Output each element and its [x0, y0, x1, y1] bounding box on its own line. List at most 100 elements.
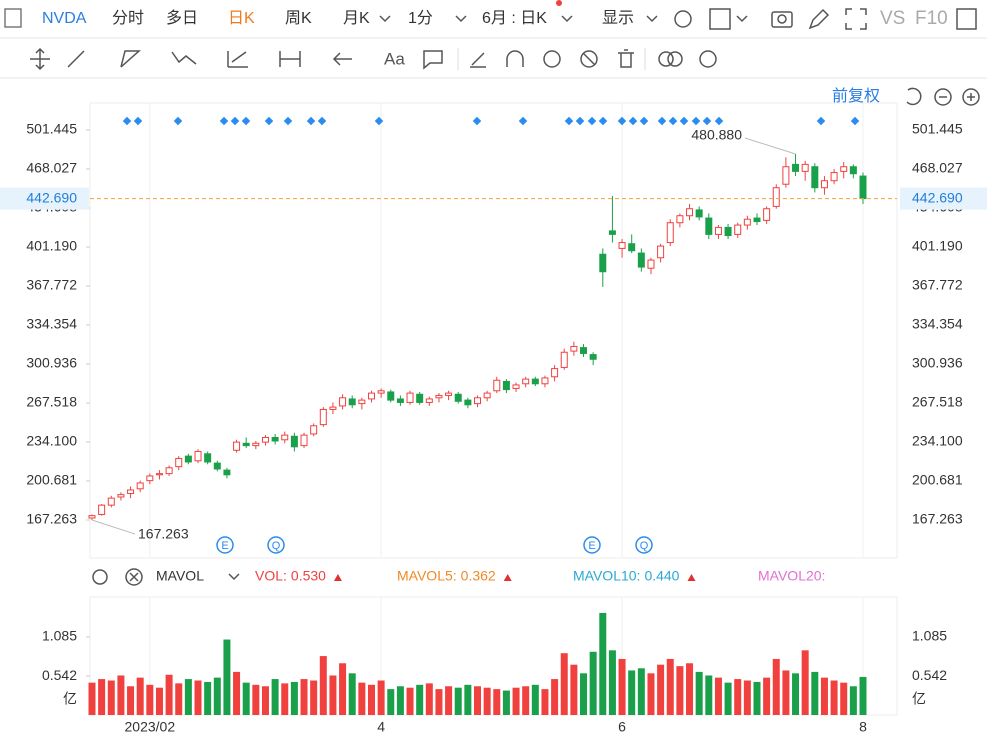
pencil-icon[interactable] — [808, 8, 830, 30]
symbol[interactable]: NVDA — [42, 10, 87, 27]
event-diamond[interactable] — [639, 116, 649, 126]
wave-tool[interactable] — [171, 51, 197, 65]
event-diamond[interactable] — [518, 116, 528, 126]
link-tool[interactable] — [658, 51, 674, 67]
event-diamond[interactable] — [702, 116, 712, 126]
y-tick-label-right: 167.263 — [912, 511, 963, 527]
sidebar-toggle[interactable] — [4, 8, 22, 28]
event-diamond[interactable] — [714, 116, 724, 126]
reset-icon[interactable] — [906, 87, 922, 106]
lock-tool[interactable] — [543, 50, 561, 68]
shape-tool[interactable] — [120, 50, 141, 68]
price-badge — [0, 187, 89, 210]
event-diamond[interactable] — [241, 116, 251, 126]
hide-tool[interactable] — [580, 50, 598, 68]
volume-bar — [705, 675, 713, 715]
current-price-label: 442.690 — [26, 189, 77, 205]
ruler-tool[interactable] — [470, 52, 486, 68]
candle-body — [204, 453, 212, 463]
volume-bar — [637, 668, 645, 715]
earnings-marker[interactable] — [583, 536, 601, 554]
f10[interactable]: F10 — [915, 8, 948, 29]
indicator-name[interactable]: MAVOL — [156, 568, 204, 584]
indicator-settings[interactable] — [92, 569, 108, 585]
event-diamond[interactable] — [657, 116, 667, 126]
arrow-tool[interactable] — [332, 52, 352, 66]
compare[interactable]: VS — [880, 8, 905, 29]
candle-body — [165, 467, 173, 475]
tab[interactable]: 分时 — [112, 9, 144, 27]
legend-name: VOL: — [255, 568, 287, 584]
interval[interactable]: 1分 — [408, 9, 433, 27]
tab[interactable]: 多日 — [166, 9, 198, 27]
text-tool[interactable]: Aa — [384, 49, 405, 68]
event-diamond[interactable] — [816, 116, 826, 126]
adjust-mode[interactable]: 前复权 — [832, 87, 880, 105]
magnet-tool[interactable] — [506, 50, 524, 67]
event-diamond[interactable] — [691, 116, 701, 126]
candle-body — [599, 253, 607, 273]
candle-body — [811, 166, 819, 189]
event-diamond[interactable] — [564, 116, 574, 126]
camera-icon[interactable] — [771, 11, 793, 28]
tab[interactable]: 日K — [228, 10, 255, 27]
fib-tool[interactable] — [227, 51, 248, 68]
tab[interactable]: 月K — [343, 10, 370, 27]
volume-bar — [811, 671, 819, 715]
candle-body — [695, 209, 703, 218]
event-diamond[interactable] — [264, 116, 274, 126]
display[interactable]: 显示 — [602, 10, 634, 27]
panel-icon[interactable] — [956, 8, 977, 30]
candle-body — [560, 351, 568, 368]
fullscreen-icon[interactable] — [845, 8, 867, 30]
event-diamond[interactable] — [472, 116, 482, 126]
candle-body — [271, 436, 279, 442]
event-diamond[interactable] — [173, 116, 183, 126]
candle-body — [281, 434, 289, 441]
candle-body — [763, 208, 771, 221]
checkbox[interactable] — [709, 8, 731, 30]
event-diamond[interactable] — [283, 116, 293, 126]
event-diamond[interactable] — [374, 116, 384, 126]
event-diamond[interactable] — [133, 116, 143, 126]
candle-body — [608, 230, 616, 235]
event-diamond[interactable] — [628, 116, 638, 126]
range[interactable]: 6月 : 日K — [482, 10, 547, 27]
candle-body — [743, 218, 751, 226]
event-diamond[interactable] — [230, 116, 240, 126]
indicator-close[interactable] — [125, 568, 143, 586]
qa-marker[interactable] — [635, 536, 653, 554]
candle-body — [242, 442, 250, 447]
candle-body — [445, 392, 453, 396]
event-diamond[interactable] — [679, 116, 689, 126]
note-tool[interactable] — [423, 50, 443, 70]
volume-bar — [859, 676, 867, 715]
delete-tool[interactable] — [618, 49, 634, 68]
tab[interactable]: 周K — [285, 10, 312, 27]
volume-bar — [474, 686, 481, 715]
measure-tool[interactable] — [279, 51, 301, 67]
settings-icon[interactable] — [674, 10, 692, 28]
event-diamond[interactable] — [575, 116, 585, 126]
event-diamond[interactable] — [850, 116, 860, 126]
line-tool[interactable] — [67, 50, 85, 68]
volume-bar — [676, 666, 684, 715]
event-diamond[interactable] — [122, 116, 132, 126]
event-diamond[interactable] — [306, 116, 316, 126]
event-diamond[interactable] — [219, 116, 229, 126]
move-tool[interactable] — [30, 47, 50, 71]
volume-bar — [348, 673, 356, 715]
qa-marker[interactable] — [267, 536, 285, 554]
event-diamond[interactable] — [668, 116, 678, 126]
zoom-out[interactable] — [934, 88, 952, 106]
event-diamond[interactable] — [587, 116, 597, 126]
event-diamond[interactable] — [598, 116, 608, 126]
volume-bar — [290, 681, 298, 715]
zoom-in[interactable] — [962, 88, 980, 106]
volume-bar — [155, 687, 163, 715]
candle-body — [792, 163, 800, 172]
event-diamond[interactable] — [617, 116, 627, 126]
earnings-marker[interactable] — [216, 536, 234, 554]
draw-settings[interactable] — [699, 50, 717, 68]
event-diamond[interactable] — [317, 116, 327, 126]
